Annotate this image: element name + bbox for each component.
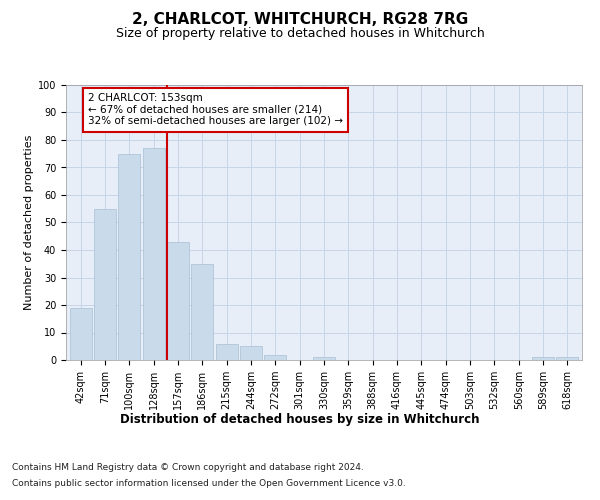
Bar bbox=[143, 148, 164, 360]
Bar bbox=[94, 209, 116, 360]
Bar bbox=[240, 346, 262, 360]
Text: 2, CHARLCOT, WHITCHURCH, RG28 7RG: 2, CHARLCOT, WHITCHURCH, RG28 7RG bbox=[132, 12, 468, 28]
Bar bbox=[167, 242, 189, 360]
Y-axis label: Number of detached properties: Number of detached properties bbox=[24, 135, 34, 310]
Text: Size of property relative to detached houses in Whitchurch: Size of property relative to detached ho… bbox=[116, 28, 484, 40]
Bar bbox=[556, 357, 578, 360]
Bar bbox=[313, 357, 335, 360]
Text: Distribution of detached houses by size in Whitchurch: Distribution of detached houses by size … bbox=[120, 412, 480, 426]
Bar bbox=[118, 154, 140, 360]
Text: 2 CHARLCOT: 153sqm
← 67% of detached houses are smaller (214)
32% of semi-detach: 2 CHARLCOT: 153sqm ← 67% of detached hou… bbox=[88, 93, 343, 126]
Bar bbox=[265, 354, 286, 360]
Text: Contains public sector information licensed under the Open Government Licence v3: Contains public sector information licen… bbox=[12, 479, 406, 488]
Text: Contains HM Land Registry data © Crown copyright and database right 2024.: Contains HM Land Registry data © Crown c… bbox=[12, 462, 364, 471]
Bar bbox=[532, 357, 554, 360]
Bar bbox=[215, 344, 238, 360]
Bar bbox=[70, 308, 92, 360]
Bar bbox=[191, 264, 213, 360]
